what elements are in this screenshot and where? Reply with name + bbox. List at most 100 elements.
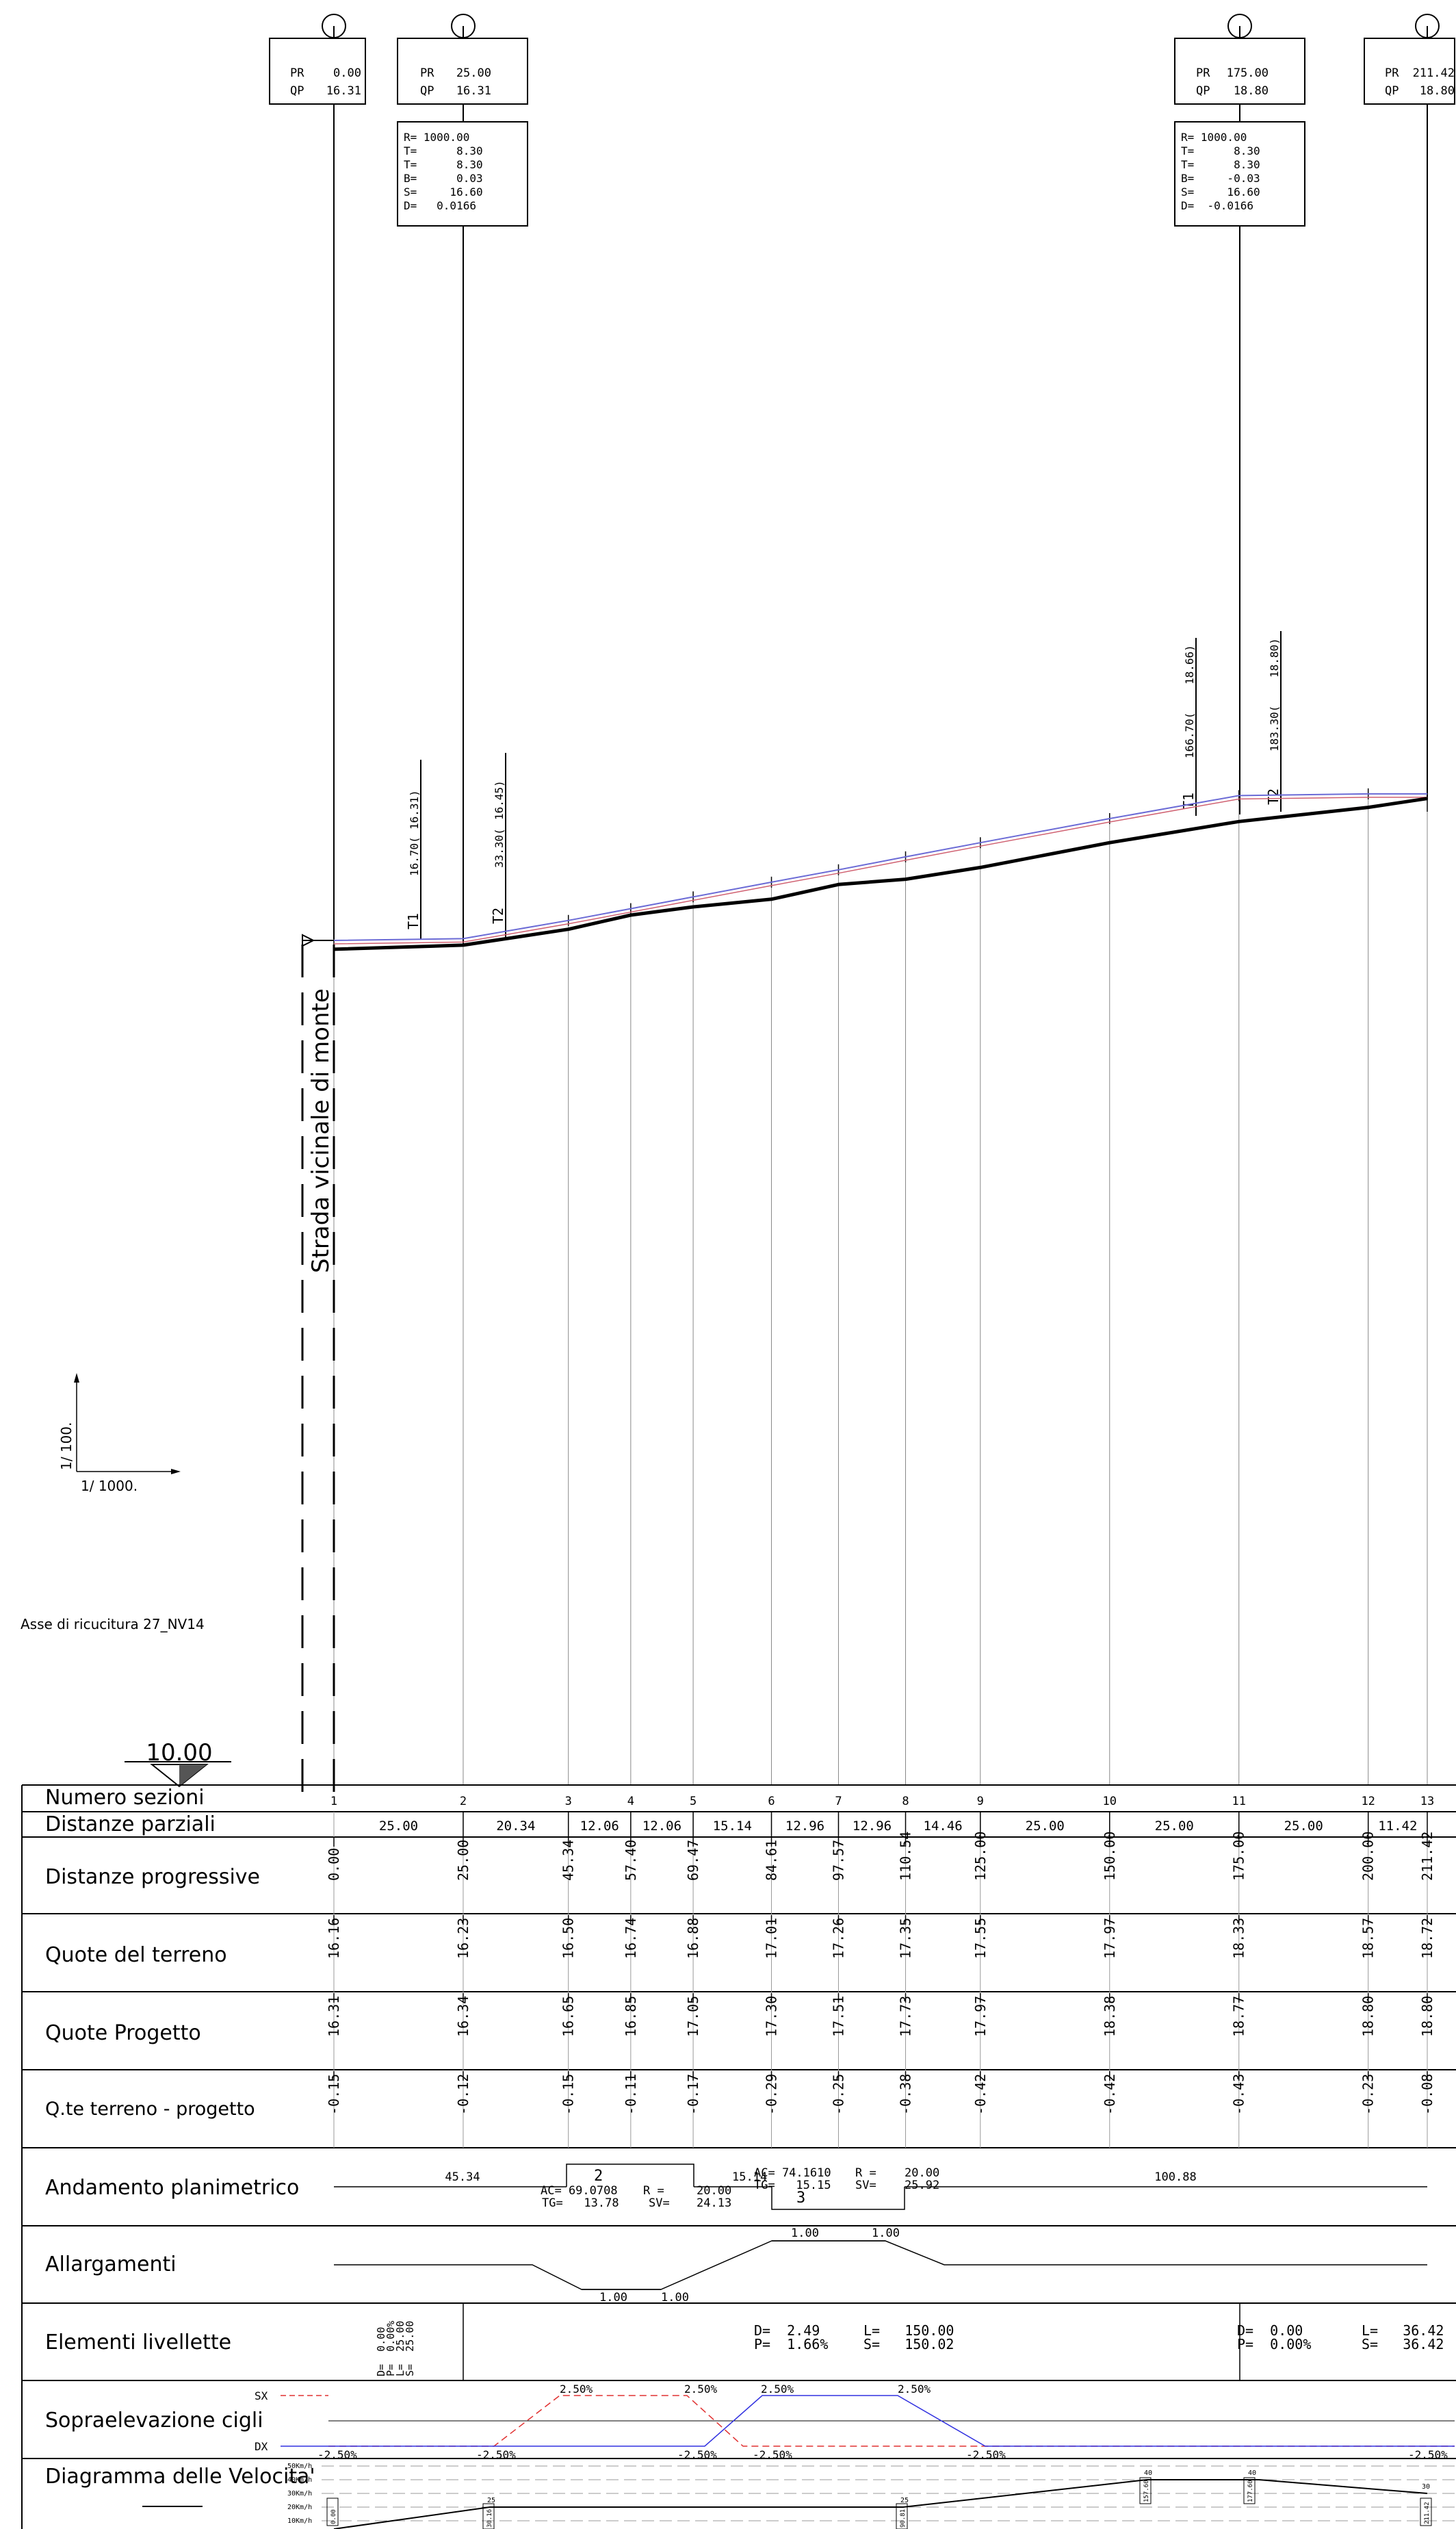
section-number: 2 [460, 1795, 467, 1808]
section-terreno-value: 17.97 [1102, 1918, 1118, 1959]
terrain-profile-line [333, 797, 1428, 951]
grade-l: L= 36.42 [1362, 2322, 1444, 2339]
section-diff-value: -0.42 [1102, 2074, 1118, 2115]
straight-length: 45.34 [445, 2170, 480, 2184]
widening-value: 1.00 [599, 2291, 627, 2305]
tangent-label: T2 [490, 908, 506, 924]
vertical-scale-label: 1/ 100. [58, 1422, 75, 1470]
section-terreno-value: 16.88 [685, 1918, 701, 1959]
design-offset-line [333, 797, 1427, 945]
curve-r: R = [643, 2184, 664, 2198]
row-label-distanze-parziali: Distanze parziali [45, 1812, 216, 1836]
curve-param: D= -0.0166 [1181, 199, 1253, 212]
section-diff-value: -0.17 [685, 2074, 701, 2115]
superelevation-value: -2.50% [1408, 2448, 1448, 2461]
section-number: 12 [1361, 1795, 1375, 1808]
vertex-box-2: PR 25.00 QP 16.31 R= 1000.00 T= 8.30 T= … [397, 14, 528, 227]
tangent-station: 16.70( [408, 836, 421, 876]
vertex-pr-value: 175.00 [1227, 66, 1269, 80]
speed-diagram: 50Km/h 40Km/h 30Km/h 20Km/h 10Km/h 25 25… [287, 2463, 1455, 2529]
tangent-markers: T1 16.70( 16.31) T2 33.30( 16.45) T1 166… [405, 631, 1282, 939]
scale-indicator: 1/ 100. 1/ 1000. [58, 1373, 181, 1494]
tangent-elevation: 18.80) [1268, 638, 1281, 678]
speed-box-value: 90.81 [900, 2509, 907, 2528]
curve-param: B= 0.03 [404, 172, 483, 185]
grade-d: D= 0.00 [1237, 2322, 1303, 2339]
section-number: 9 [977, 1795, 984, 1808]
section-diff-value: -0.08 [1419, 2074, 1435, 2115]
vertex-pr-value: 0.00 [333, 66, 361, 80]
section-terreno-value: 18.33 [1231, 1918, 1247, 1959]
section-diff-value: -0.38 [898, 2074, 914, 2115]
superelevation-value: -2.50% [317, 2448, 357, 2461]
section-prog-value: 45.34 [560, 1840, 577, 1881]
intermediate-length: 15.14 [732, 2170, 767, 2184]
profile-table: Numero sezioni Distanze parziali Distanz… [21, 1784, 1456, 2529]
section-progetto-value: 17.97 [972, 1996, 989, 2037]
grade-l: L= 150.00 [863, 2322, 954, 2339]
curve-number: 2 [594, 2168, 603, 2185]
datum-marker: 10.00 [125, 1739, 231, 1788]
section-progetto-value: 16.31 [326, 1996, 342, 2037]
section-diff-value: -0.15 [326, 2074, 342, 2115]
section-diff-value: -0.12 [455, 2074, 471, 2115]
superelevation-value: 2.50% [560, 2383, 593, 2396]
superelevation-value: -2.50% [966, 2448, 1006, 2461]
section-terreno-value: 17.35 [898, 1918, 914, 1959]
row-label-elementi-livellette: Elementi livellette [45, 2331, 231, 2354]
tangent-station: 183.30( [1268, 706, 1281, 752]
speed-box-value: 157.60 [1143, 2480, 1150, 2502]
partial-distance: 20.34 [496, 1819, 535, 1834]
grade-elements: D= 0.00 P= 0.00% L= 25.00 S= 25.00 D= 2.… [375, 2303, 1444, 2380]
section-progetto-value: 17.51 [830, 1996, 846, 2037]
vertex-qp-value: 16.31 [456, 84, 491, 98]
tangent-label: T1 [1180, 793, 1197, 809]
row-label-andamento-planimetrico: Andamento planimetrico [45, 2176, 299, 2200]
vertex-qp-label: QP [1196, 84, 1210, 98]
section-number: 5 [690, 1795, 697, 1808]
speed-level: 50Km/h [287, 2463, 312, 2470]
speed-level: 20Km/h [287, 2504, 312, 2511]
section-diff-value: -0.43 [1231, 2074, 1247, 2115]
curve-sv: SV= [855, 2179, 876, 2192]
tangent-elevation: 18.66) [1183, 645, 1196, 684]
superelevation-value: 2.50% [684, 2383, 718, 2396]
section-diff-value: -0.11 [623, 2074, 639, 2115]
tangent-elevation: 16.45) [493, 780, 506, 820]
curve-param: D= 0.0166 [404, 199, 476, 212]
speed-level: 10Km/h [287, 2517, 312, 2525]
speed-mark: 40 [1144, 2469, 1152, 2477]
vertex-box-3: PR 175.00 QP 18.80 R= 1000.00 T= 8.30 T=… [1174, 14, 1305, 227]
axis-name-label: Asse di ricucitura 27_NV14 [21, 1616, 205, 1632]
section-number: 3 [565, 1795, 572, 1808]
section-prog-value: 84.61 [764, 1840, 780, 1881]
section-number: 8 [902, 1795, 909, 1808]
crossing-road-label: Strada vicinale di monte [307, 988, 335, 1273]
vertex-pr-value: 25.00 [456, 66, 491, 80]
grade-s: S= 150.02 [863, 2336, 954, 2352]
grade-s: S= 25.00 [404, 2321, 416, 2376]
section-progetto-value: 18.77 [1231, 1996, 1247, 2037]
tangent-elevation: 16.31) [408, 790, 421, 830]
section-terreno-value: 16.50 [560, 1918, 577, 1959]
section-progetto-value: 17.30 [764, 1996, 780, 2037]
section-progetto-value: 18.80 [1360, 1996, 1377, 2037]
section-terreno-value: 18.57 [1360, 1918, 1377, 1959]
vertex-qp-label: QP [290, 84, 304, 98]
section-diff-value: -0.29 [764, 2074, 780, 2115]
section-number: 10 [1103, 1795, 1117, 1808]
section-terreno-value: 16.23 [455, 1918, 471, 1959]
section-prog-value: 175.00 [1231, 1832, 1247, 1881]
curve-param: T= 8.30 [1181, 158, 1260, 171]
superelevation-value: 2.50% [898, 2383, 931, 2396]
speed-level: 30Km/h [287, 2490, 312, 2498]
partial-distance: 25.00 [1155, 1819, 1194, 1834]
section-diff-value: -0.23 [1360, 2074, 1377, 2115]
dx-label: DX [255, 2440, 268, 2453]
curve-ac: AC= 69.0708 [541, 2184, 618, 2198]
curve-r-value: 20.00 [905, 2166, 939, 2180]
section-prog-value: 211.42 [1419, 1832, 1435, 1881]
section-diff-value: -0.42 [972, 2074, 989, 2115]
section-terreno-value: 18.72 [1419, 1918, 1435, 1959]
